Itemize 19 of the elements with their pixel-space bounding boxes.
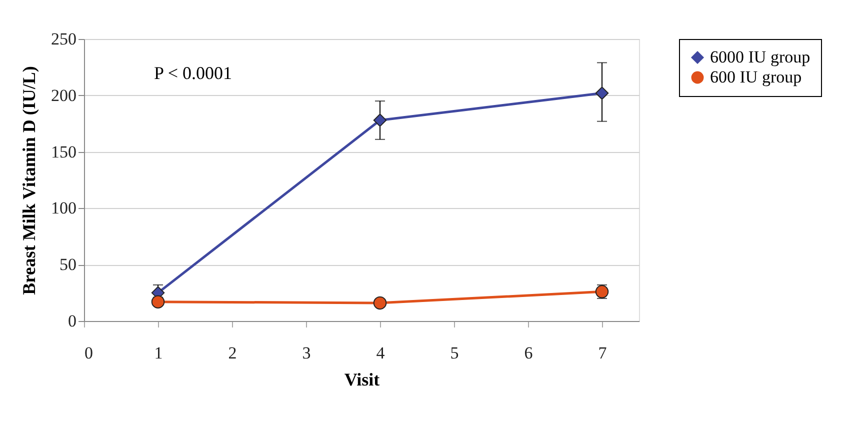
x-tick-label: 0 <box>84 344 93 362</box>
y-tick-label: 200 <box>51 86 76 105</box>
x-tick-label: 3 <box>302 344 311 362</box>
legend-label: 6000 IU group <box>710 48 810 66</box>
y-tick-label: 0 <box>68 312 76 330</box>
y-tick-label: 50 <box>60 255 76 274</box>
annotation: P < 0.0001 <box>154 63 232 83</box>
y-tick-label: 250 <box>51 30 76 48</box>
x-tick-label: 2 <box>228 344 237 362</box>
x-tick-label: 1 <box>154 344 163 362</box>
x-tick-label: 6 <box>524 344 533 362</box>
x-tick-label: 7 <box>598 344 608 362</box>
x-tick-label: 5 <box>450 344 459 362</box>
y-axis-title: Breast Milk Vitamin D (IU/L) <box>19 66 39 295</box>
x-axis-title: Visit <box>344 370 380 390</box>
y-tick-label: 150 <box>51 142 76 162</box>
x-tick-label: 4 <box>376 344 386 362</box>
legend-label: 600 IU group <box>710 68 802 86</box>
y-tick-label: 100 <box>51 198 76 218</box>
